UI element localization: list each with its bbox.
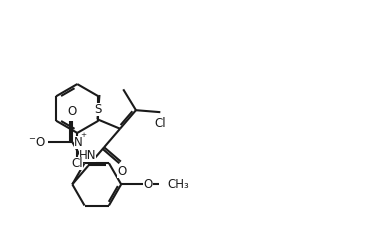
Text: CH₃: CH₃ [167, 178, 189, 191]
Text: N: N [74, 136, 83, 149]
Text: O: O [143, 178, 152, 191]
Text: Cl: Cl [72, 157, 83, 170]
Text: HN: HN [78, 149, 96, 162]
Text: O: O [68, 105, 77, 118]
Text: S: S [94, 103, 101, 116]
Text: O: O [117, 165, 126, 178]
Text: Cl: Cl [155, 117, 166, 130]
Text: $^{+}$: $^{+}$ [80, 132, 88, 143]
Text: $^{-}$O: $^{-}$O [28, 136, 45, 149]
